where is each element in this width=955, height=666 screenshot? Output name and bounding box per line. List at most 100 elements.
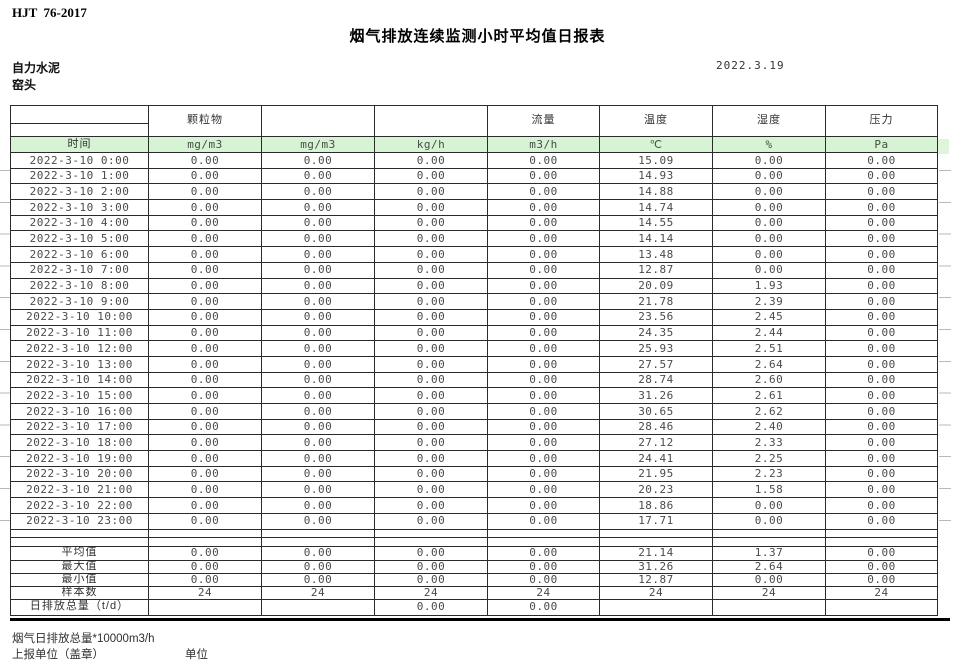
summary-value-cell: 0.00 — [374, 572, 488, 587]
value-cell: 30.65 — [599, 403, 713, 420]
value-cell: 0.00 — [261, 355, 375, 373]
unit-header-cell-4: m3/h — [487, 136, 600, 153]
time-cell: 2022-3-10 6:00 — [10, 246, 149, 263]
value-cell: 0.00 — [148, 261, 262, 279]
summary-value-cell: 0.00 — [487, 598, 600, 616]
blank-cell — [712, 528, 826, 538]
value-cell: 0.00 — [261, 497, 375, 514]
value-cell: 0.00 — [261, 183, 375, 201]
value-cell: 0.00 — [825, 152, 938, 169]
value-cell: 20.23 — [599, 481, 713, 499]
value-cell: 0.00 — [825, 497, 938, 514]
value-cell: 0.00 — [825, 403, 938, 420]
summary-value-cell — [261, 598, 375, 616]
value-cell: 0.00 — [374, 465, 488, 483]
summary-value-cell: 24 — [374, 585, 488, 600]
table-row: 2022-3-10 0:00 0.00 0.00 0.00 0.00 15.09 0.00 0… — [10, 152, 938, 169]
value-cell: 0.00 — [374, 481, 488, 499]
blank-cell — [261, 536, 375, 547]
summary-value-cell: 24 — [599, 585, 713, 600]
value-cell: 0.00 — [712, 497, 826, 514]
value-cell: 27.12 — [599, 434, 713, 452]
summary-label-cell: 日排放总量（t/d） — [10, 598, 149, 616]
summary-value-cell: 0.00 — [825, 559, 938, 574]
summary-value-cell: 0.00 — [825, 572, 938, 587]
value-cell: 0.00 — [261, 308, 375, 326]
value-cell: 0.00 — [374, 387, 488, 404]
value-cell: 2.62 — [712, 403, 826, 420]
time-cell: 2022-3-10 9:00 — [10, 293, 149, 310]
table-row: 2022-3-10 11:00 0.00 0.00 0.00 0.00 24.35 2.44… — [10, 324, 938, 342]
value-cell: 0.00 — [712, 167, 826, 185]
blank-cell — [10, 528, 149, 538]
blank-cell — [148, 536, 262, 547]
table-row: 2022-3-10 10:00 0.00 0.00 0.00 0.00 23.56 2.45… — [10, 308, 938, 326]
value-cell: 0.00 — [261, 387, 375, 404]
value-cell: 14.55 — [599, 214, 713, 232]
unit-header-cell-0: 时间 — [10, 136, 149, 153]
value-cell: 0.00 — [261, 481, 375, 499]
value-cell: 0.00 — [374, 308, 488, 326]
value-cell: 0.00 — [374, 152, 488, 169]
group-header-cell-6: 湿度 — [712, 105, 826, 137]
table-row: 2022-3-10 20:00 0.00 0.00 0.00 0.00 21.95 2.23… — [10, 465, 938, 483]
value-cell: 0.00 — [374, 324, 488, 342]
value-cell: 0.00 — [374, 214, 488, 232]
value-cell: 2.60 — [712, 371, 826, 389]
summary-value-cell — [712, 598, 826, 616]
blank-row — [10, 536, 938, 547]
table-row: 2022-3-10 14:00 0.00 0.00 0.00 0.00 28.74 2.60… — [10, 371, 938, 389]
summary-value-cell: 0.00 — [487, 545, 600, 561]
value-cell: 0.00 — [261, 167, 375, 185]
time-cell: 2022-3-10 20:00 — [10, 465, 149, 483]
table-row: 2022-3-10 4:00 0.00 0.00 0.00 0.00 14.55 0.00 0… — [10, 214, 938, 232]
value-cell: 0.00 — [374, 512, 488, 530]
value-cell: 0.00 — [487, 418, 600, 436]
value-cell: 0.00 — [148, 246, 262, 263]
value-cell: 0.00 — [148, 199, 262, 216]
green-row-extension — [938, 139, 949, 154]
table-row: 2022-3-10 18:00 0.00 0.00 0.00 0.00 27.12 2.33… — [10, 434, 938, 452]
value-cell: 0.00 — [261, 403, 375, 420]
value-cell: 0.00 — [487, 465, 600, 483]
time-cell: 2022-3-10 5:00 — [10, 230, 149, 248]
table-row: 2022-3-10 3:00 0.00 0.00 0.00 0.00 14.74 0.00 0… — [10, 199, 938, 216]
group-header-cell-2 — [261, 105, 375, 137]
summary-value-cell — [599, 598, 713, 616]
value-cell: 0.00 — [148, 387, 262, 404]
blank-cell — [712, 536, 826, 547]
time-cell: 2022-3-10 0:00 — [10, 152, 149, 169]
summary-value-cell: 0.00 — [148, 572, 262, 587]
value-cell: 0.00 — [148, 403, 262, 420]
summary-value-cell: 0.00 — [374, 559, 488, 574]
blank-cell — [599, 536, 713, 547]
table-row: 2022-3-10 16:00 0.00 0.00 0.00 0.00 30.65 2.62… — [10, 403, 938, 420]
value-cell: 28.46 — [599, 418, 713, 436]
value-cell: 0.00 — [825, 167, 938, 185]
summary-value-cell: 24 — [825, 585, 938, 600]
time-cell: 2022-3-10 8:00 — [10, 277, 149, 295]
summary-row: 最小值 0.00 0.00 0.00 0.00 12.87 0.00 0.00 — [10, 572, 938, 587]
value-cell: 0.00 — [261, 277, 375, 295]
summary-label-cell: 样本数 — [10, 585, 149, 600]
value-cell: 0.00 — [487, 434, 600, 452]
summary-value-cell: 0.00 — [148, 559, 262, 574]
value-cell: 0.00 — [712, 199, 826, 216]
unit-header-cell-3: kg/h — [374, 136, 488, 153]
value-cell: 0.00 — [261, 230, 375, 248]
time-cell: 2022-3-10 3:00 — [10, 199, 149, 216]
value-cell: 0.00 — [825, 261, 938, 279]
value-cell: 0.00 — [825, 183, 938, 201]
value-cell: 0.00 — [148, 497, 262, 514]
unit-header-cell-5: ℃ — [599, 136, 713, 153]
value-cell: 0.00 — [148, 183, 262, 201]
footer-note-report-unit: 上报单位（盖章） — [12, 649, 104, 661]
summary-row: 日排放总量（t/d） 0.00 0.00 — [10, 598, 938, 616]
value-cell: 0.00 — [148, 340, 262, 357]
unit-header-cell-2: mg/m3 — [261, 136, 375, 153]
value-cell: 0.00 — [825, 199, 938, 216]
summary-value-cell: 0.00 — [148, 545, 262, 561]
value-cell: 0.00 — [261, 450, 375, 467]
summary-value-cell: 0.00 — [487, 559, 600, 574]
table-row: 2022-3-10 23:00 0.00 0.00 0.00 0.00 17.71 0.00… — [10, 512, 938, 530]
